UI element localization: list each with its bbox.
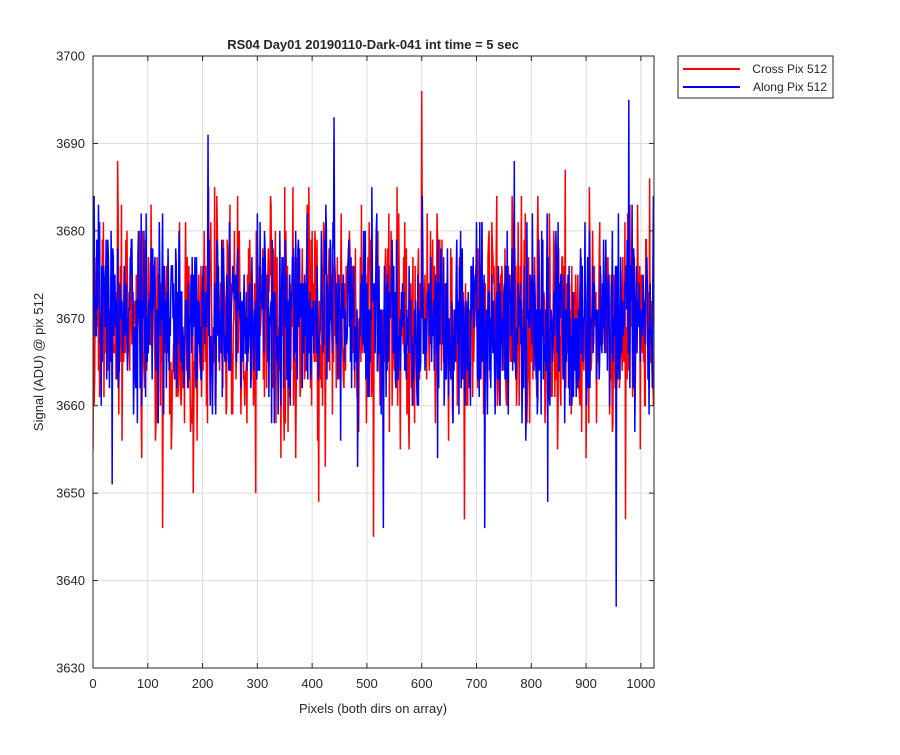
x-tick-label: 300 xyxy=(247,676,269,691)
chart-title: RS04 Day01 20190110-Dark-041 int time = … xyxy=(227,37,519,52)
x-tick-label: 800 xyxy=(520,676,542,691)
legend-label-cross: Cross Pix 512 xyxy=(752,62,827,76)
x-tick-label: 700 xyxy=(466,676,488,691)
axis-ticks: 0 100 200 300 400 500 600 700 800 900 1000 3630 3640… xyxy=(56,49,655,692)
x-tick-label: 500 xyxy=(356,676,378,691)
x-tick-label: 100 xyxy=(137,676,159,691)
legend-box xyxy=(677,55,834,99)
y-axis-label: Signal (ADU) @ pix 512 xyxy=(31,293,46,431)
x-tick-label: 1000 xyxy=(626,676,655,691)
y-tick-label: 3700 xyxy=(56,49,85,64)
y-tick-label: 3650 xyxy=(56,486,85,501)
x-tick-label: 200 xyxy=(192,676,214,691)
y-tick-label: 3660 xyxy=(56,398,85,413)
series-layer xyxy=(93,90,654,607)
y-tick-label: 3670 xyxy=(56,311,85,326)
y-tick-label: 3640 xyxy=(56,573,85,588)
x-axis-label: Pixels (both dirs on array) xyxy=(299,701,447,716)
x-tick-label: 0 xyxy=(89,676,96,691)
x-tick-label: 900 xyxy=(575,676,597,691)
x-tick-label: 400 xyxy=(301,676,323,691)
x-tick-label: 600 xyxy=(411,676,433,691)
y-tick-label: 3690 xyxy=(56,136,85,151)
y-tick-label: 3630 xyxy=(56,661,85,676)
legend: Cross Pix 512 Along Pix 512 xyxy=(677,55,834,99)
series-line-1 xyxy=(93,99,654,607)
plot-frame xyxy=(92,55,655,669)
legend-label-along: Along Pix 512 xyxy=(753,80,827,94)
y-tick-label: 3680 xyxy=(56,223,85,238)
